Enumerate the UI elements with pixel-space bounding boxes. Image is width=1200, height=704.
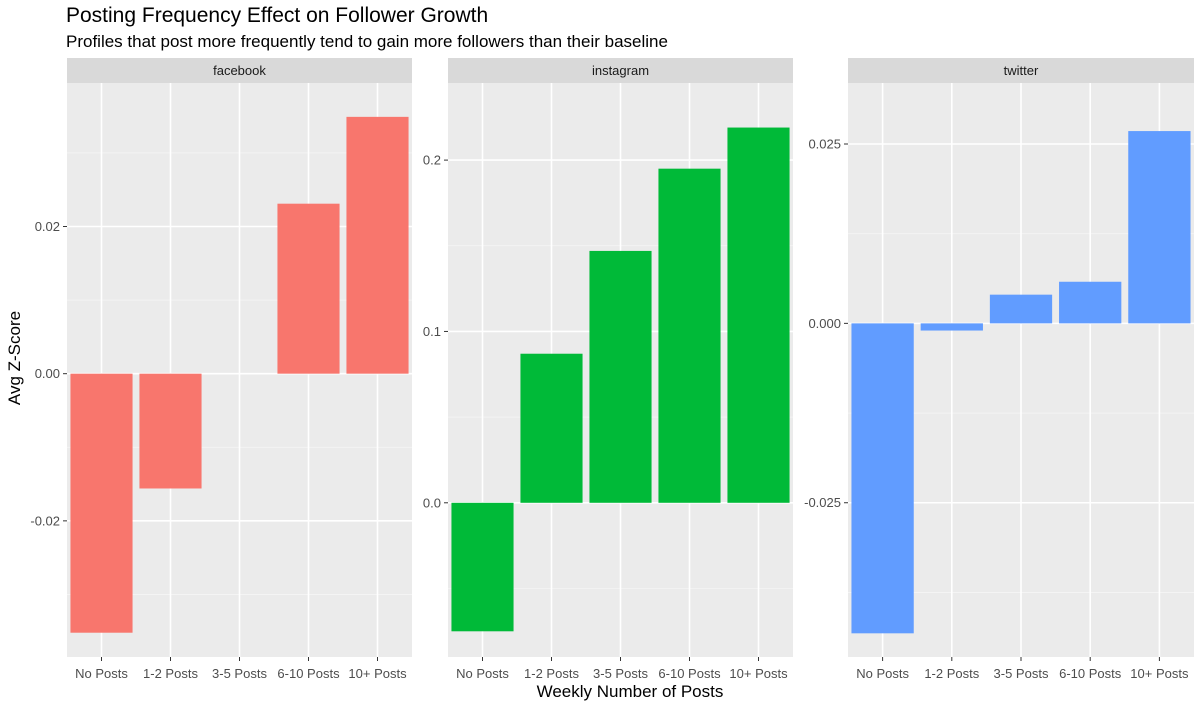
facet-strip-label: twitter: [1004, 63, 1039, 78]
chart-subtitle: Profiles that post more frequently tend …: [66, 32, 668, 51]
facet-panel-facebook: facebook -0.02 0.00 0.02 No Posts 1-2 Posts 3-…: [30, 58, 412, 681]
y-tick-label: -0.025: [804, 495, 841, 510]
facet-strip-label: facebook: [213, 63, 266, 78]
bar-facebook-1: [70, 373, 133, 633]
bar-twitter-1: [851, 323, 914, 634]
bar-twitter-3: [989, 294, 1053, 324]
x-axis-title: Weekly Number of Posts: [537, 682, 724, 701]
bar-twitter-5: [1128, 131, 1191, 324]
bar-facebook-2: [139, 373, 202, 489]
facet-strip: [448, 58, 793, 83]
facet-panel-twitter: twitter -0.025 0.000 0.025 No Posts 1-2 Posts…: [804, 58, 1194, 681]
x-tick-label: 3-5 Posts: [994, 666, 1049, 681]
x-tick-label: No Posts: [75, 666, 128, 681]
x-tick-label: No Posts: [456, 666, 509, 681]
x-tick-label: 10+ Posts: [1130, 666, 1189, 681]
x-tick-label: 1-2 Posts: [143, 666, 198, 681]
x-tick-label: 3-5 Posts: [212, 666, 267, 681]
bar-instagram-4: [658, 168, 721, 503]
y-tick-label: 0.000: [808, 316, 841, 331]
facet-strip: [848, 58, 1194, 83]
x-tick-label: 1-2 Posts: [924, 666, 979, 681]
x-tick-label: No Posts: [856, 666, 909, 681]
facet-strip: [67, 58, 412, 83]
chart-title: Posting Frequency Effect on Follower Gro…: [66, 4, 488, 27]
bar-twitter-2: [920, 323, 983, 331]
y-tick-label: 0.02: [35, 219, 60, 234]
y-axis-title: Avg Z-Score: [5, 311, 24, 405]
y-tick-label: 0.0: [423, 495, 441, 510]
facet-panels: facebook -0.02 0.00 0.02 No Posts 1-2 Posts 3-…: [30, 58, 1194, 681]
x-tick-label: 6-10 Posts: [658, 666, 721, 681]
x-tick-label: 1-2 Posts: [524, 666, 579, 681]
x-tick-label: 10+ Posts: [729, 666, 788, 681]
y-tick-label: -0.02: [30, 513, 60, 528]
x-tick-label: 6-10 Posts: [1059, 666, 1122, 681]
bar-facebook-4: [277, 203, 340, 374]
bar-instagram-2: [520, 353, 583, 503]
bar-instagram-5: [727, 127, 790, 503]
bar-facebook-5: [346, 116, 409, 374]
bar-twitter-4: [1059, 281, 1122, 324]
y-tick-label: 0.2: [423, 153, 441, 168]
x-tick-label: 6-10 Posts: [277, 666, 340, 681]
x-tick-label: 10+ Posts: [348, 666, 407, 681]
facet-strip-label: instagram: [592, 63, 649, 78]
y-tick-label: 0.00: [35, 366, 60, 381]
facet-panel-instagram: instagram 0.0 0.1 0.2 No Posts 1-2 Posts 3-5 P…: [423, 58, 793, 681]
bar-instagram-3: [589, 250, 652, 503]
x-tick-label: 3-5 Posts: [593, 666, 648, 681]
bar-instagram-1: [451, 502, 514, 632]
y-tick-label: 0.1: [423, 324, 441, 339]
y-tick-label: 0.025: [808, 136, 841, 151]
